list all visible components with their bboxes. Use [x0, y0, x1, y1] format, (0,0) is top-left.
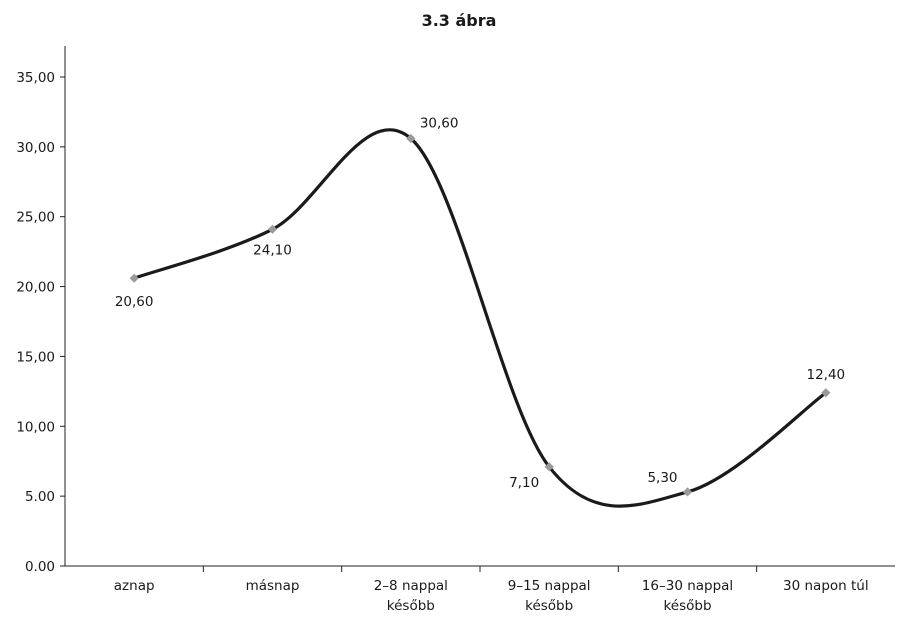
series-group: 20,60 24,10 30,60 7,10 5,30 12,40 — [115, 115, 846, 508]
data-point-marker — [129, 273, 139, 283]
y-tick-label: 20,00 — [16, 280, 55, 296]
data-point-marker — [267, 224, 278, 234]
data-label: 24,10 — [253, 242, 292, 258]
y-tick-label: 35,00 — [16, 70, 55, 86]
data-point-marker — [406, 133, 416, 144]
y-tick-label: 15,00 — [16, 349, 55, 365]
x-tick-label: aznap — [114, 578, 155, 594]
data-point-marker — [821, 388, 831, 398]
y-axis: 0.00 5.00 10,00 15,00 20,00 25,00 30,00 35,00 — [16, 46, 66, 575]
y-tick-label: 10,00 — [16, 419, 55, 435]
x-tick-label: 30 napon túl — [783, 578, 869, 594]
x-tick-label: 16–30 nappal később — [642, 578, 733, 614]
x-axis: aznap másnap 2–8 nappal később 9–15 nappal ké… — [65, 565, 895, 614]
x-tick-label: 9–15 nappal később — [508, 578, 591, 614]
data-label: 20,60 — [115, 294, 154, 310]
y-tick-label: 0.00 — [25, 559, 55, 575]
x-tick-label: 2–8 nappal később — [374, 578, 448, 614]
data-label: 12,40 — [807, 367, 846, 383]
data-point-marker — [682, 487, 693, 497]
x-tick-label: másnap — [246, 578, 300, 594]
data-point-marker — [544, 462, 554, 472]
y-tick-label: 25,00 — [16, 210, 55, 226]
chart-title: 3.3 ábra — [422, 11, 497, 30]
y-tick-label: 5.00 — [25, 489, 55, 505]
data-label: 7,10 — [509, 475, 539, 491]
series-line — [132, 128, 828, 508]
y-tick-label: 30,00 — [16, 140, 55, 156]
data-label: 30,60 — [420, 115, 459, 131]
data-label: 5,30 — [647, 470, 677, 486]
